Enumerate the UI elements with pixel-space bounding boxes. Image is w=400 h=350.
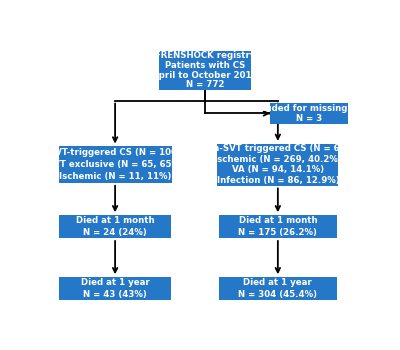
Text: Patients with CS: Patients with CS bbox=[165, 61, 245, 70]
Text: Ischemic (N = 11, 11%): Ischemic (N = 11, 11%) bbox=[59, 172, 171, 181]
FancyBboxPatch shape bbox=[59, 277, 171, 300]
Text: Died at 1 month: Died at 1 month bbox=[76, 216, 154, 225]
Text: FRENSHOCK registry: FRENSHOCK registry bbox=[155, 51, 255, 60]
Text: Died at 1 month: Died at 1 month bbox=[238, 216, 317, 225]
FancyBboxPatch shape bbox=[59, 215, 171, 238]
Text: SVT-triggered CS (N = 100): SVT-triggered CS (N = 100) bbox=[49, 148, 181, 157]
Text: Infection (N = 86, 12.9%): Infection (N = 86, 12.9%) bbox=[216, 176, 339, 185]
FancyBboxPatch shape bbox=[219, 277, 337, 300]
Text: Died at 1 year: Died at 1 year bbox=[81, 278, 150, 287]
FancyBboxPatch shape bbox=[270, 103, 348, 124]
FancyBboxPatch shape bbox=[58, 146, 172, 183]
Text: SVT exclusive (N = 65, 65%): SVT exclusive (N = 65, 65%) bbox=[47, 160, 184, 169]
Text: N = 772: N = 772 bbox=[186, 80, 224, 90]
Text: N = 175 (26.2%): N = 175 (26.2%) bbox=[238, 228, 317, 237]
FancyBboxPatch shape bbox=[219, 215, 337, 238]
Text: VA (N = 94, 14.1%): VA (N = 94, 14.1%) bbox=[232, 165, 324, 174]
Text: N = 43 (43%): N = 43 (43%) bbox=[83, 290, 147, 299]
Text: Non-SVT triggered CS (N = 669): Non-SVT triggered CS (N = 669) bbox=[200, 145, 356, 153]
Text: N = 24 (24%): N = 24 (24%) bbox=[83, 228, 147, 237]
Text: Died at 1 year: Died at 1 year bbox=[244, 278, 312, 287]
Text: Ischemic (N = 269, 40.2%): Ischemic (N = 269, 40.2%) bbox=[214, 155, 342, 164]
Text: N = 304 (45.4%): N = 304 (45.4%) bbox=[238, 290, 317, 299]
FancyBboxPatch shape bbox=[218, 144, 338, 186]
FancyBboxPatch shape bbox=[158, 51, 252, 90]
Text: N = 3: N = 3 bbox=[296, 114, 322, 123]
Text: April to October 2016: April to October 2016 bbox=[152, 71, 258, 80]
Text: Excluded for missing data: Excluded for missing data bbox=[246, 104, 372, 113]
